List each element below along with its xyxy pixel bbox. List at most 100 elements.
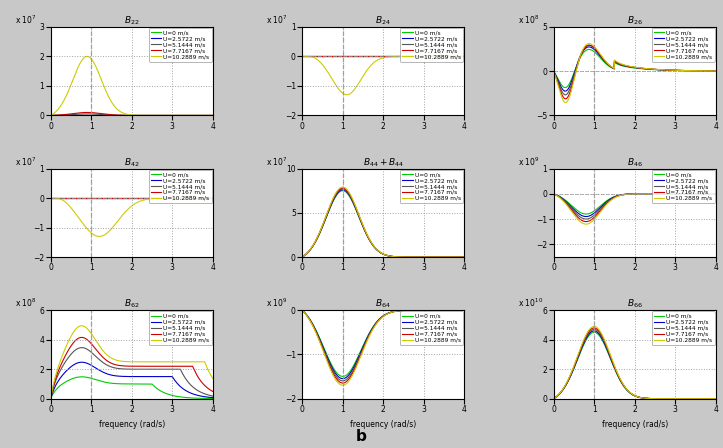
U=5.1444 m/s — [689, 191, 698, 197]
U=10.2889 m/s — [672, 396, 681, 401]
U=10.2889 m/s — [460, 307, 469, 313]
U=10.2889 m/s — [643, 191, 652, 197]
U=10.2889 m/s — [672, 191, 681, 197]
U=7.7167 m/s — [460, 307, 469, 313]
U=7.7167 m/s — [145, 364, 153, 369]
U=7.7167 m/s — [653, 67, 662, 72]
Line: U=5.1444 m/s: U=5.1444 m/s — [51, 114, 213, 116]
U=7.7167 m/s — [46, 195, 55, 201]
U=7.7167 m/s — [643, 191, 652, 197]
Line: U=7.7167 m/s: U=7.7167 m/s — [302, 188, 464, 257]
Text: b: b — [356, 429, 367, 444]
U=2.5722 m/s — [396, 308, 405, 313]
Text: x 10$^{10}$: x 10$^{10}$ — [518, 297, 543, 309]
U=5.1444 m/s — [145, 195, 153, 201]
Line: U=7.7167 m/s: U=7.7167 m/s — [51, 337, 213, 399]
U=0 m/s — [672, 396, 681, 401]
U=0 m/s — [559, 196, 568, 202]
U=7.7167 m/s — [77, 335, 86, 340]
U=5.1444 m/s — [711, 68, 720, 73]
U=2.5722 m/s — [653, 191, 662, 197]
Legend: U=0 m/s, U=2.5722 m/s, U=5.1444 m/s, U=7.7167 m/s, U=10.2889 m/s: U=0 m/s, U=2.5722 m/s, U=5.1444 m/s, U=7… — [149, 170, 212, 203]
U=7.7167 m/s — [460, 254, 469, 260]
Legend: U=0 m/s, U=2.5722 m/s, U=5.1444 m/s, U=7.7167 m/s, U=10.2889 m/s: U=0 m/s, U=2.5722 m/s, U=5.1444 m/s, U=7… — [651, 311, 714, 345]
U=7.7167 m/s — [298, 254, 307, 260]
U=5.1444 m/s — [169, 366, 178, 372]
U=2.5722 m/s — [559, 386, 568, 392]
U=5.1444 m/s — [46, 396, 55, 401]
U=2.5722 m/s — [421, 307, 429, 313]
U=7.7167 m/s — [396, 308, 405, 313]
Title: $B_{44}+B_{44}$: $B_{44}+B_{44}$ — [362, 156, 404, 168]
U=5.1444 m/s — [437, 54, 446, 59]
U=5.1444 m/s — [460, 254, 469, 260]
U=0 m/s — [298, 254, 307, 260]
U=0 m/s — [56, 195, 65, 201]
U=10.2889 m/s — [208, 195, 217, 201]
Line: U=5.1444 m/s: U=5.1444 m/s — [554, 329, 716, 399]
U=2.5722 m/s — [56, 195, 65, 201]
U=7.7167 m/s — [585, 43, 594, 48]
U=0 m/s — [672, 191, 681, 197]
U=7.7167 m/s — [672, 68, 681, 73]
U=10.2889 m/s — [711, 191, 720, 197]
U=0 m/s — [140, 113, 149, 118]
U=10.2889 m/s — [186, 113, 194, 118]
U=2.5722 m/s — [46, 195, 55, 201]
U=5.1444 m/s — [46, 195, 55, 201]
U=10.2889 m/s — [396, 254, 405, 260]
U=0 m/s — [643, 67, 652, 72]
Line: U=2.5722 m/s: U=2.5722 m/s — [554, 331, 716, 399]
U=2.5722 m/s — [140, 195, 149, 201]
Line: U=2.5722 m/s: U=2.5722 m/s — [554, 194, 716, 216]
U=0 m/s — [208, 195, 217, 201]
U=5.1444 m/s — [672, 68, 681, 73]
U=2.5722 m/s — [689, 191, 698, 197]
U=5.1444 m/s — [392, 254, 401, 259]
Text: x 10$^{7}$: x 10$^{7}$ — [15, 13, 37, 26]
U=5.1444 m/s — [549, 69, 558, 74]
U=0 m/s — [460, 254, 469, 260]
Legend: U=0 m/s, U=2.5722 m/s, U=5.1444 m/s, U=7.7167 m/s, U=10.2889 m/s: U=0 m/s, U=2.5722 m/s, U=5.1444 m/s, U=7… — [651, 28, 714, 62]
U=5.1444 m/s — [421, 254, 429, 260]
U=10.2889 m/s — [150, 196, 158, 201]
U=2.5722 m/s — [208, 395, 217, 401]
U=7.7167 m/s — [56, 363, 65, 368]
U=7.7167 m/s — [392, 54, 401, 59]
U=2.5722 m/s — [298, 54, 307, 59]
U=7.7167 m/s — [338, 185, 347, 191]
U=10.2889 m/s — [401, 54, 410, 59]
Line: U=10.2889 m/s: U=10.2889 m/s — [302, 187, 464, 257]
U=7.7167 m/s — [140, 195, 149, 201]
U=2.5722 m/s — [437, 54, 446, 59]
U=7.7167 m/s — [582, 219, 591, 224]
U=5.1444 m/s — [392, 308, 401, 314]
U=10.2889 m/s — [559, 386, 568, 391]
U=7.7167 m/s — [392, 308, 401, 314]
U=5.1444 m/s — [648, 396, 656, 401]
U=0 m/s — [308, 54, 317, 59]
U=0 m/s — [169, 195, 178, 201]
U=10.2889 m/s — [56, 358, 65, 363]
U=2.5722 m/s — [561, 88, 570, 94]
U=7.7167 m/s — [396, 254, 405, 260]
U=0 m/s — [208, 113, 217, 118]
U=10.2889 m/s — [208, 113, 217, 118]
U=5.1444 m/s — [298, 307, 307, 313]
U=2.5722 m/s — [169, 195, 178, 201]
U=5.1444 m/s — [437, 307, 446, 313]
U=0 m/s — [460, 307, 469, 313]
Text: x 10$^{7}$: x 10$^{7}$ — [266, 13, 288, 26]
U=7.7167 m/s — [648, 396, 656, 401]
U=10.2889 m/s — [46, 113, 55, 118]
U=2.5722 m/s — [338, 376, 347, 381]
U=10.2889 m/s — [141, 197, 150, 202]
Legend: U=0 m/s, U=2.5722 m/s, U=5.1444 m/s, U=7.7167 m/s, U=10.2889 m/s: U=0 m/s, U=2.5722 m/s, U=5.1444 m/s, U=7… — [400, 311, 463, 345]
U=2.5722 m/s — [308, 245, 317, 250]
U=10.2889 m/s — [437, 307, 446, 313]
U=2.5722 m/s — [308, 320, 317, 326]
U=0 m/s — [653, 67, 662, 73]
U=0 m/s — [141, 381, 150, 387]
U=7.7167 m/s — [648, 191, 656, 197]
U=2.5722 m/s — [308, 54, 317, 59]
